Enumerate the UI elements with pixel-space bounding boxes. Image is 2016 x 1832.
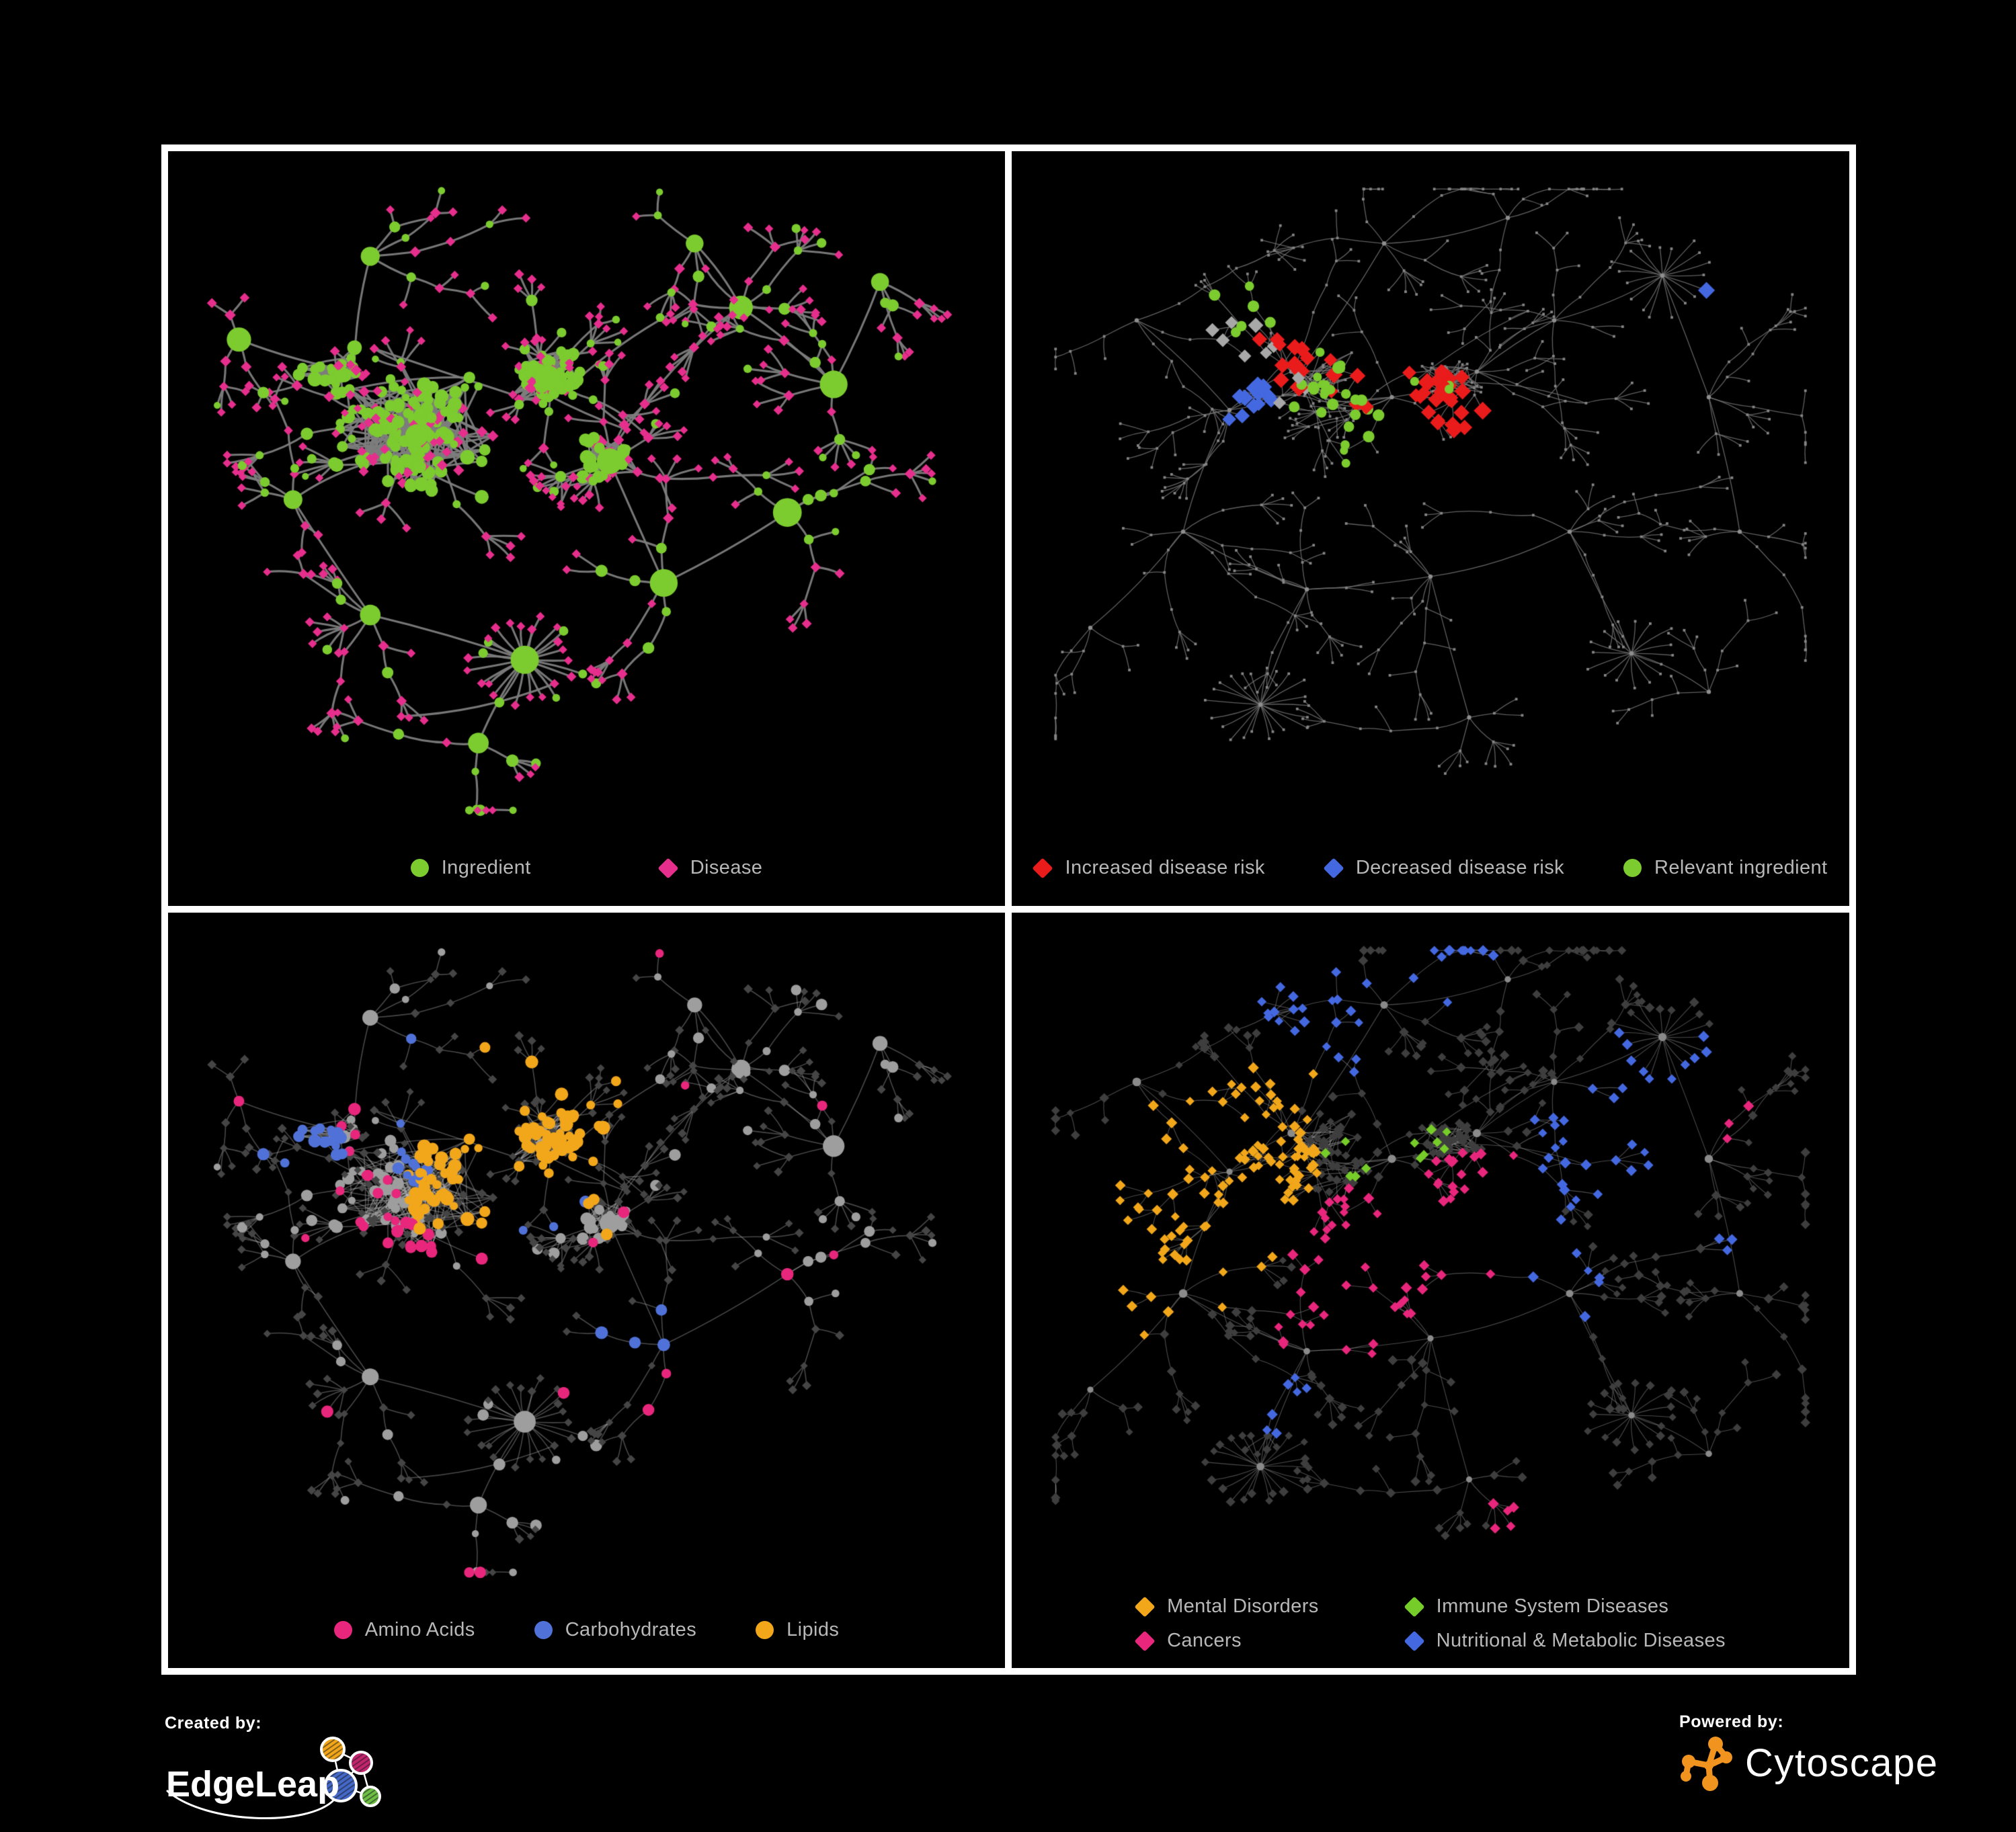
edgeleap-wordmark: EdgeLeap: [166, 1764, 339, 1804]
ingredient-categories-network-canvas: [168, 913, 1005, 1668]
panel-ingredient-disease: Ingredient Disease: [168, 151, 1005, 906]
edgeleap-node-blue: [324, 1769, 358, 1802]
powered-by-label: Powered by:: [1679, 1712, 1784, 1731]
panel-disease-categories: Mental Disorders Immune System Diseases Ca…: [1012, 913, 1849, 1668]
edgeleap-node-magenta: [349, 1751, 373, 1775]
edgeleap-node-orange: [320, 1737, 346, 1762]
four-panel-network-board: Ingredient Disease Increased disease risk…: [161, 144, 1856, 1675]
created-by-block: Created by:: [165, 1714, 481, 1832]
created-by-label: Created by:: [165, 1714, 262, 1733]
edgeleap-logo: EdgeLeap: [166, 1737, 381, 1819]
panel-disease-risk: Increased disease risk Decreased disease …: [1012, 151, 1849, 906]
cytoscape-wordmark: Cytoscape: [1745, 1741, 1939, 1785]
disease-risk-network-canvas: [1012, 151, 1849, 906]
disease-categories-network-canvas: [1012, 913, 1849, 1668]
edgeleap-node-green: [360, 1786, 381, 1807]
powered-by-block: Powered by: Cytoscape: [1679, 1712, 1939, 1791]
edgeleap-swoosh: [166, 1790, 335, 1819]
panel-ingredient-categories: Amino Acids Carbohydrates Lipids: [168, 913, 1005, 1668]
ingredient-disease-network-canvas: [168, 151, 1005, 906]
cytoscape-logo-icon: [1681, 1737, 1732, 1791]
